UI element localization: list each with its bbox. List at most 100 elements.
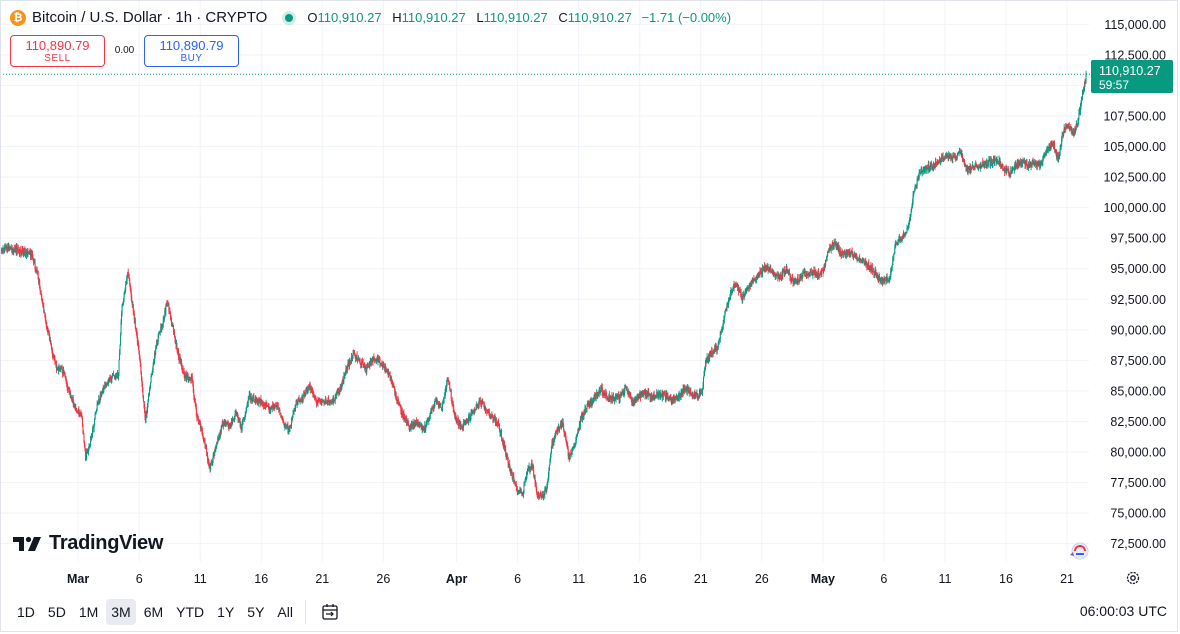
candle-body bbox=[593, 400, 595, 402]
candle-body bbox=[765, 267, 767, 269]
candle-body bbox=[473, 408, 475, 413]
candle-body bbox=[506, 456, 508, 460]
candle-body bbox=[56, 368, 58, 370]
candle-body bbox=[249, 394, 251, 401]
candle-body bbox=[272, 405, 274, 407]
candle-body bbox=[703, 374, 705, 378]
candle-body bbox=[778, 275, 780, 277]
candle-body bbox=[199, 423, 201, 425]
candle-body bbox=[542, 496, 544, 499]
tradingview-logo[interactable]: TradingView bbox=[13, 532, 163, 555]
candle-body bbox=[200, 427, 202, 429]
candle-body bbox=[410, 424, 412, 430]
candle-body bbox=[171, 323, 173, 325]
candle-body bbox=[571, 452, 573, 455]
candle-body bbox=[758, 274, 760, 276]
candle-body bbox=[812, 271, 814, 276]
candle-body bbox=[242, 419, 244, 422]
range-ytd[interactable]: YTD bbox=[176, 604, 205, 620]
candle-body bbox=[573, 446, 575, 448]
candle-body bbox=[804, 270, 806, 274]
candle-body bbox=[8, 246, 10, 248]
candle-body bbox=[578, 424, 580, 431]
candle-body bbox=[904, 234, 906, 236]
candle-body bbox=[180, 359, 182, 362]
range-all[interactable]: All bbox=[277, 604, 293, 620]
candle-body bbox=[70, 395, 72, 398]
candle-body bbox=[79, 412, 81, 415]
candle-body bbox=[1058, 157, 1060, 160]
candle-body bbox=[392, 383, 394, 385]
candle-body bbox=[291, 417, 293, 420]
candle-body bbox=[898, 238, 900, 240]
candle-body bbox=[184, 375, 186, 378]
chart-menu-icon[interactable] bbox=[1070, 542, 1089, 560]
candle-body bbox=[254, 397, 256, 403]
candle-body bbox=[862, 259, 864, 260]
candle-body bbox=[108, 378, 110, 383]
range-1y[interactable]: 1Y bbox=[217, 604, 235, 620]
candle-body bbox=[187, 375, 189, 377]
settings-gear-icon[interactable] bbox=[1125, 570, 1141, 586]
candle-body bbox=[572, 446, 574, 448]
candle-body bbox=[74, 405, 76, 410]
candle-body bbox=[502, 440, 504, 442]
candle-body bbox=[665, 393, 667, 399]
candle-body bbox=[474, 409, 476, 411]
candle-body bbox=[747, 287, 749, 289]
range-5y[interactable]: 5Y bbox=[247, 604, 265, 620]
candle-body bbox=[228, 425, 230, 428]
utc-clock[interactable]: 06:00:03 UTC bbox=[1079, 603, 1167, 619]
time-axis[interactable]: Mar 6 11 16 21 26 Apr 6 11 16 21 26 May 6 11 16 21 bbox=[67, 572, 1074, 586]
candle-body bbox=[528, 467, 530, 469]
candle-body bbox=[520, 491, 522, 493]
candle-body bbox=[949, 155, 951, 158]
symbol-header[interactable]: ₿ Bitcoin / U.S. Dollar · 1h · CRYPTO O1… bbox=[10, 9, 731, 26]
candle-body bbox=[39, 287, 41, 292]
candle-body bbox=[169, 310, 171, 313]
candle-body bbox=[553, 439, 555, 443]
candle-body bbox=[668, 399, 670, 401]
buy-button[interactable]: 110,890.79 BUY bbox=[144, 35, 239, 67]
candle-body bbox=[356, 355, 358, 360]
candle-body bbox=[1037, 161, 1039, 165]
symbol-title[interactable]: Bitcoin / U.S. Dollar · 1h · CRYPTO bbox=[32, 9, 268, 26]
candle-body bbox=[709, 352, 711, 359]
price-axis[interactable]: 115,000.00112,500.00110,000.00107,500.00… bbox=[1103, 18, 1166, 551]
candle-body bbox=[250, 396, 252, 401]
range-6m[interactable]: 6M bbox=[143, 604, 164, 620]
candle-body bbox=[469, 416, 471, 421]
candle-body bbox=[363, 367, 365, 368]
range-1d[interactable]: 1D bbox=[17, 604, 35, 620]
candle-body bbox=[304, 393, 306, 396]
date-range-calendar-icon[interactable] bbox=[320, 603, 340, 621]
candle-body bbox=[670, 396, 672, 402]
candle-body bbox=[395, 396, 397, 400]
candle-body bbox=[556, 431, 558, 433]
candle-body bbox=[336, 392, 338, 395]
range-3m[interactable]: 3M bbox=[106, 599, 136, 625]
candle-body bbox=[666, 394, 668, 396]
candle-body bbox=[982, 164, 984, 165]
range-1m[interactable]: 1M bbox=[78, 604, 99, 620]
candle-body bbox=[859, 259, 861, 262]
candle-body bbox=[662, 391, 664, 397]
candle-body bbox=[482, 402, 484, 404]
candle-body bbox=[1019, 161, 1021, 164]
candle-body bbox=[420, 425, 422, 427]
candle-body bbox=[247, 403, 249, 405]
range-5d[interactable]: 5D bbox=[47, 604, 66, 620]
candle-body bbox=[978, 167, 980, 169]
candle-body bbox=[838, 247, 840, 253]
candle-body bbox=[889, 278, 891, 280]
candle-body bbox=[16, 248, 18, 252]
candle-body bbox=[644, 392, 646, 396]
candle-body bbox=[390, 377, 392, 380]
candle-body bbox=[113, 375, 115, 377]
candle-body bbox=[326, 402, 328, 404]
candle-body bbox=[188, 377, 190, 380]
sell-button[interactable]: 110,890.79 SELL bbox=[10, 35, 105, 67]
candle-body bbox=[244, 414, 246, 418]
candle-body bbox=[866, 266, 868, 268]
